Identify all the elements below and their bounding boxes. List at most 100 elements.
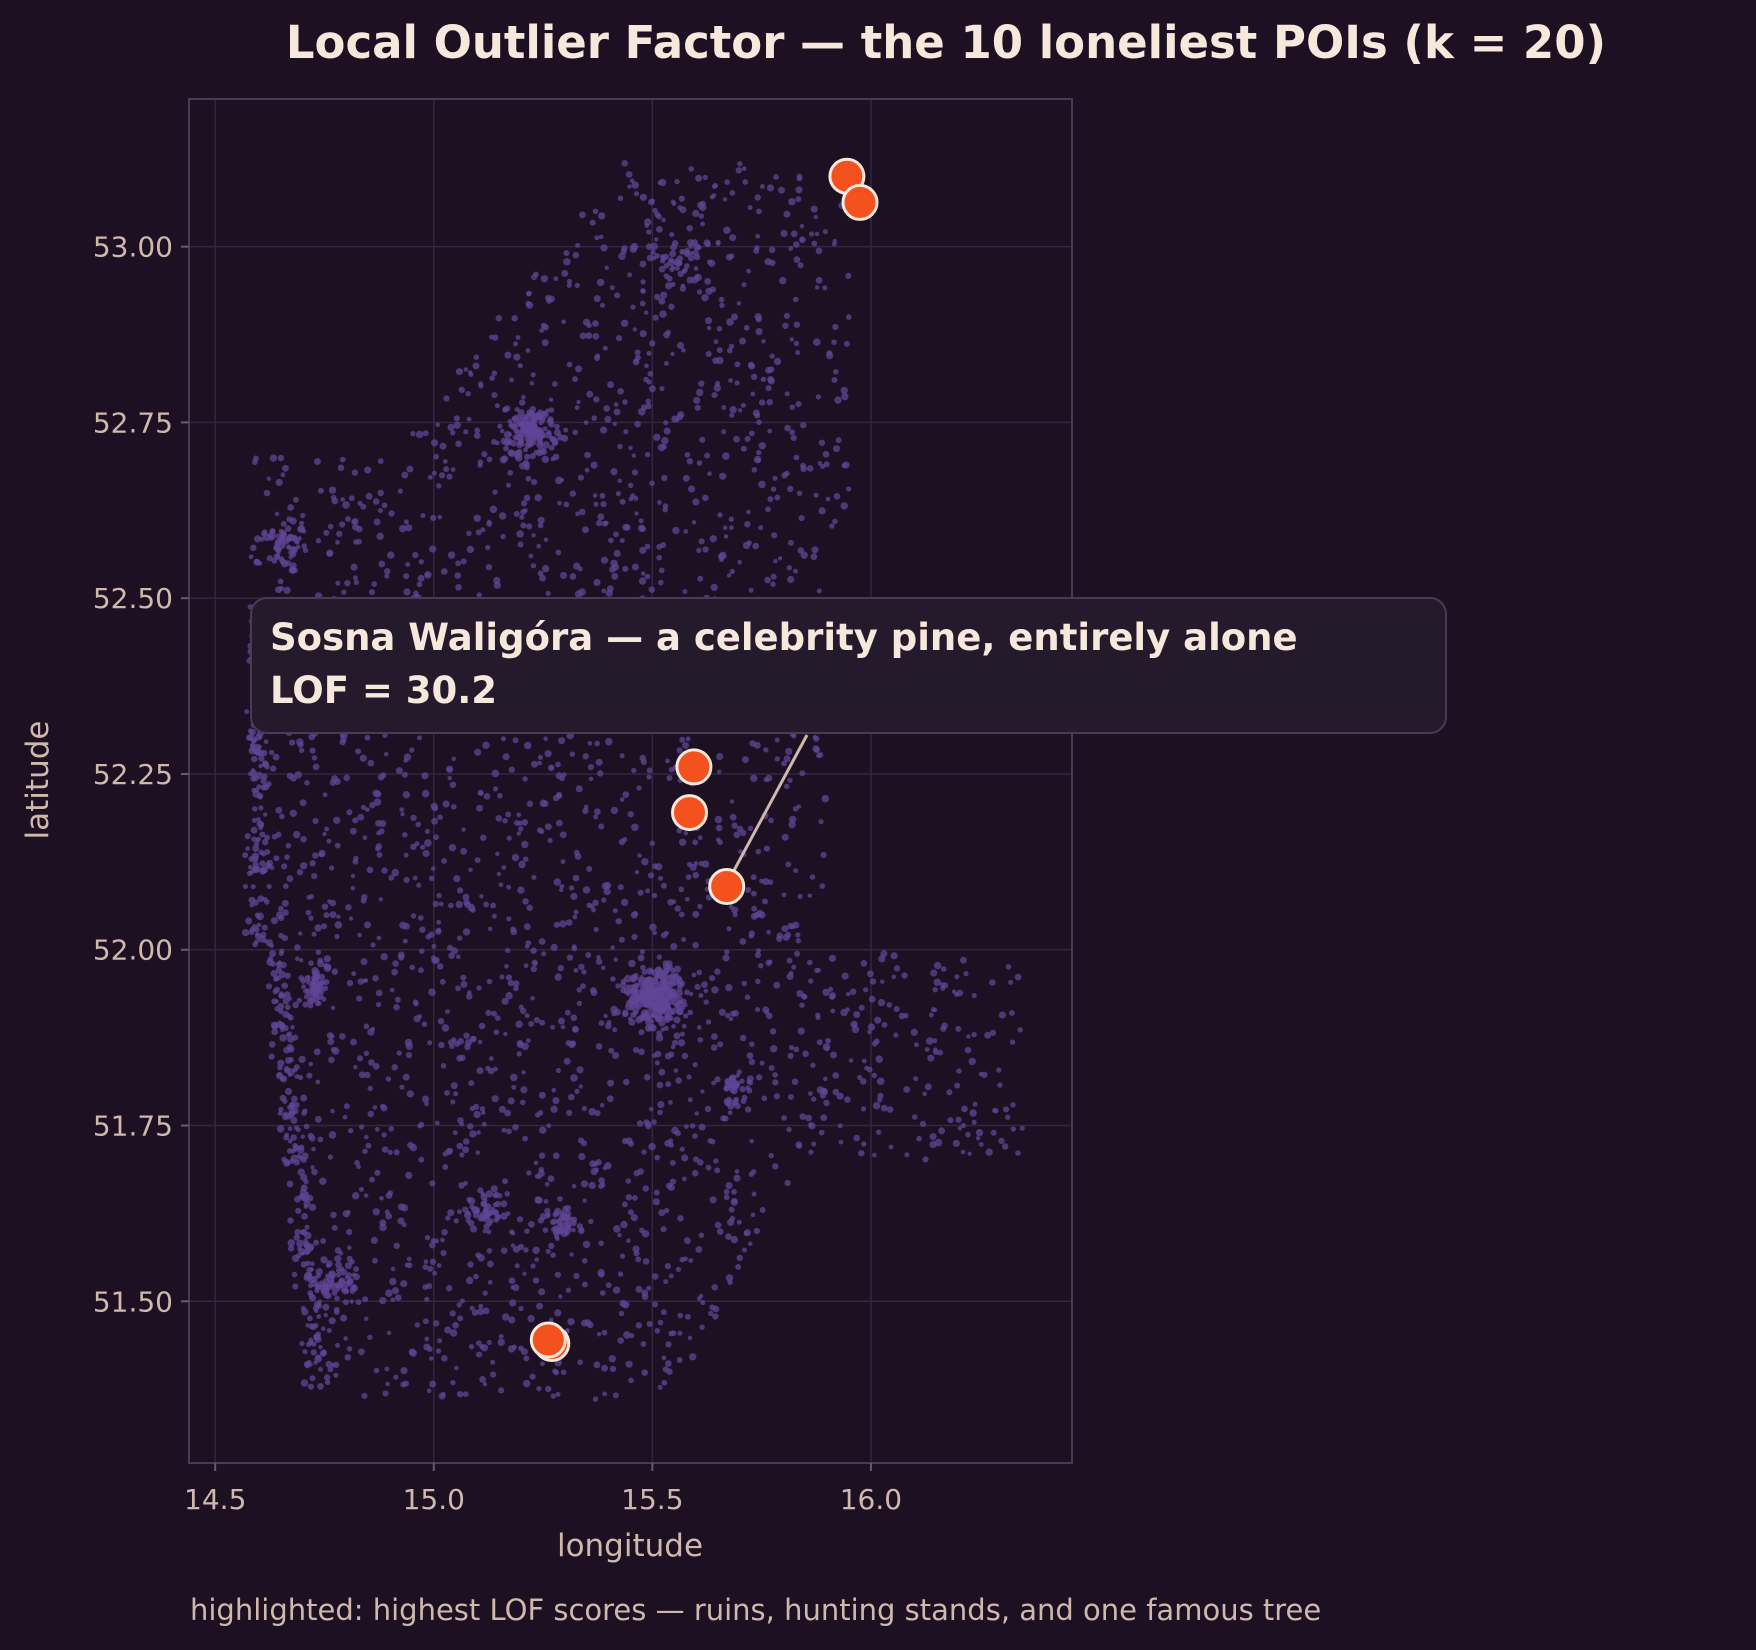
poi-dot bbox=[822, 988, 830, 996]
poi-dot bbox=[476, 592, 482, 598]
poi-dot bbox=[264, 899, 270, 905]
poi-dot bbox=[777, 556, 783, 561]
poi-dot bbox=[376, 935, 382, 941]
poi-dot bbox=[300, 836, 307, 843]
poi-dot bbox=[678, 911, 685, 918]
poi-dot bbox=[330, 1211, 337, 1219]
poi-dot bbox=[531, 533, 536, 538]
poi-dot bbox=[719, 551, 727, 560]
poi-dot bbox=[716, 769, 722, 775]
poi-dot bbox=[570, 1014, 578, 1022]
poi-dot bbox=[388, 874, 395, 881]
poi-dot bbox=[529, 381, 534, 386]
poi-dot bbox=[730, 1235, 739, 1244]
poi-dot bbox=[356, 538, 362, 545]
poi-dot bbox=[391, 1064, 399, 1071]
poi-dot bbox=[648, 1007, 653, 1013]
poi-dot bbox=[697, 575, 704, 582]
poi-dot bbox=[433, 453, 439, 460]
poi-dot bbox=[631, 181, 639, 189]
poi-dot bbox=[960, 956, 967, 964]
poi-dot bbox=[603, 888, 611, 896]
poi-dot bbox=[502, 753, 510, 761]
poi-dot bbox=[773, 1093, 780, 1100]
poi-dot bbox=[744, 994, 751, 1000]
poi-dot bbox=[460, 847, 467, 855]
poi-dot bbox=[593, 814, 599, 820]
poi-dot bbox=[759, 878, 764, 884]
poi-dot bbox=[822, 285, 828, 291]
poi-dot bbox=[447, 1209, 455, 1217]
poi-dot bbox=[673, 1032, 681, 1040]
poi-dot bbox=[772, 1072, 778, 1078]
poi-dot bbox=[435, 1348, 442, 1354]
poi-dot bbox=[301, 984, 306, 990]
poi-dot bbox=[287, 1217, 294, 1224]
outlier-point[interactable] bbox=[675, 748, 713, 786]
poi-dot bbox=[403, 573, 410, 580]
poi-dot bbox=[299, 1340, 305, 1347]
poi-dot bbox=[891, 974, 896, 980]
poi-dot bbox=[424, 1296, 430, 1302]
poi-dot bbox=[639, 330, 647, 338]
poi-dot bbox=[502, 818, 508, 824]
poi-dot bbox=[269, 528, 276, 535]
poi-dot bbox=[297, 1168, 305, 1176]
poi-dot bbox=[539, 328, 544, 333]
poi-dot bbox=[774, 737, 780, 743]
poi-dot bbox=[788, 246, 794, 251]
poi-dot bbox=[674, 905, 681, 912]
poi-dot bbox=[799, 224, 805, 229]
poi-dot bbox=[491, 913, 497, 919]
poi-dot bbox=[613, 549, 621, 558]
poi-dot bbox=[450, 430, 456, 436]
poi-dot bbox=[563, 1057, 571, 1065]
outlier-point[interactable] bbox=[708, 868, 746, 905]
outlier-point[interactable] bbox=[529, 1321, 567, 1359]
poi-dot bbox=[524, 435, 532, 443]
poi-dot bbox=[636, 1120, 644, 1127]
poi-dot bbox=[538, 1288, 546, 1296]
poi-dot bbox=[487, 1260, 494, 1268]
poi-dot bbox=[964, 1046, 972, 1054]
poi-dot bbox=[498, 512, 507, 520]
outlier-point[interactable] bbox=[671, 794, 708, 832]
poi-dot bbox=[503, 438, 511, 447]
poi-dot bbox=[486, 978, 493, 985]
poi-dot bbox=[679, 206, 687, 214]
poi-dot bbox=[548, 407, 555, 413]
poi-dot bbox=[507, 979, 515, 987]
poi-dot bbox=[619, 498, 626, 505]
poi-dot bbox=[787, 485, 794, 492]
poi-dot bbox=[795, 350, 801, 355]
y-tick-label: 51.75 bbox=[93, 1110, 173, 1143]
poi-dot bbox=[507, 419, 513, 424]
poi-dot bbox=[482, 1290, 488, 1296]
poi-dot bbox=[684, 896, 690, 902]
poi-dot bbox=[739, 1078, 745, 1084]
poi-dot bbox=[557, 964, 564, 972]
poi-dot bbox=[505, 992, 513, 1000]
poi-dot bbox=[687, 1009, 693, 1016]
x-axis-label: longitude bbox=[557, 1528, 703, 1564]
poi-dot bbox=[663, 420, 669, 426]
poi-dot bbox=[284, 1004, 291, 1011]
poi-dot bbox=[738, 849, 743, 854]
poi-dot bbox=[251, 867, 258, 873]
poi-dot bbox=[284, 972, 291, 979]
poi-dot bbox=[642, 1185, 649, 1192]
poi-dot bbox=[501, 736, 506, 742]
poi-dot bbox=[363, 1050, 370, 1057]
poi-dot bbox=[629, 1002, 637, 1009]
poi-dot bbox=[518, 438, 525, 445]
poi-dot bbox=[691, 1169, 699, 1177]
poi-dot bbox=[303, 1178, 309, 1185]
poi-dot bbox=[781, 760, 787, 767]
poi-dot bbox=[587, 741, 593, 746]
poi-dot bbox=[414, 1322, 420, 1328]
poi-dot bbox=[575, 511, 580, 517]
poi-dot bbox=[539, 799, 548, 808]
outlier-point[interactable] bbox=[841, 183, 879, 221]
poi-dot bbox=[645, 888, 651, 894]
poi-dot bbox=[817, 461, 823, 466]
